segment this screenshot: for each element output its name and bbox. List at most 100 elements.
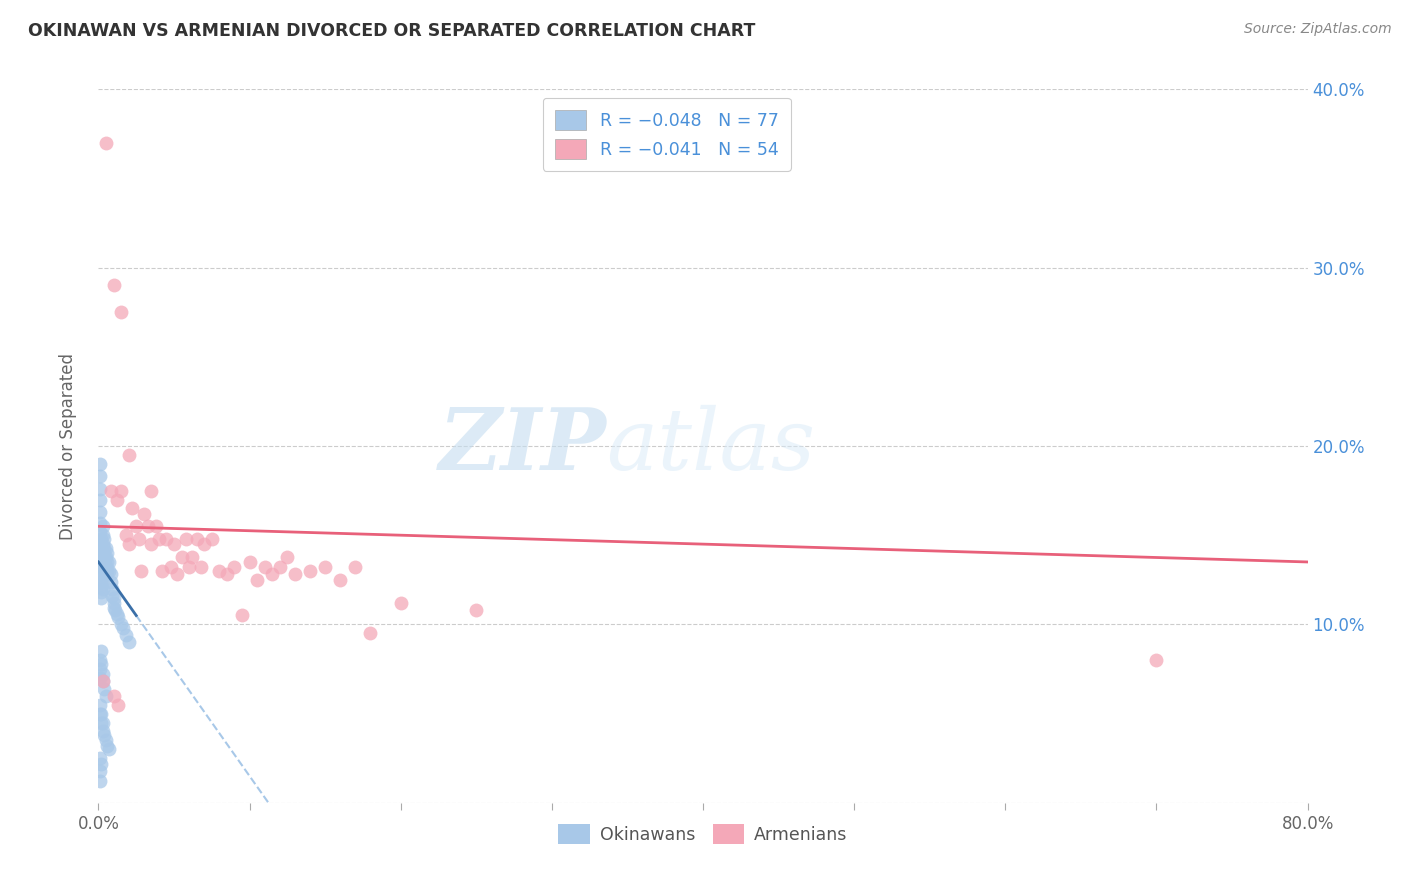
Point	[91, 564, 114, 578]
Point	[150, 564, 173, 578]
Point	[90, 532, 112, 546]
Point	[91, 537, 114, 551]
Point	[170, 549, 193, 564]
Point	[208, 564, 231, 578]
Point	[93, 555, 115, 569]
Point	[90, 706, 112, 721]
Point	[114, 628, 136, 642]
Point	[128, 532, 150, 546]
Point	[89, 698, 111, 712]
Point	[262, 567, 284, 582]
Point	[174, 532, 197, 546]
Point	[118, 537, 141, 551]
Point	[129, 564, 152, 578]
Point	[89, 524, 111, 539]
Point	[90, 541, 112, 555]
Point	[90, 548, 112, 562]
Point	[89, 671, 111, 685]
Point	[100, 574, 122, 589]
Point	[111, 621, 134, 635]
Point	[91, 715, 114, 730]
Point	[1144, 653, 1167, 667]
Point	[93, 532, 115, 546]
Point	[96, 555, 118, 569]
Point	[104, 603, 127, 617]
Point	[141, 483, 163, 498]
Point	[100, 567, 122, 582]
Point	[89, 533, 111, 548]
Point	[89, 662, 111, 676]
Point	[215, 567, 238, 582]
Point	[465, 603, 488, 617]
Point	[179, 560, 201, 574]
Point	[91, 546, 114, 560]
Point	[94, 558, 117, 573]
Point	[89, 774, 111, 789]
Point	[110, 617, 132, 632]
Point	[181, 549, 204, 564]
Point	[269, 560, 291, 574]
Point	[91, 582, 114, 596]
Point	[132, 507, 155, 521]
Point	[284, 567, 307, 582]
Point	[253, 560, 276, 574]
Point	[344, 560, 367, 574]
Point	[94, 567, 117, 582]
Point	[96, 546, 118, 560]
Point	[89, 505, 111, 519]
Point	[89, 653, 111, 667]
Point	[389, 596, 412, 610]
Point	[93, 564, 115, 578]
Point	[89, 764, 111, 778]
Point	[89, 706, 111, 721]
Point	[276, 549, 298, 564]
Point	[145, 519, 167, 533]
Point	[94, 136, 117, 150]
Point	[107, 698, 129, 712]
Point	[90, 715, 112, 730]
Point	[94, 541, 117, 555]
Point	[91, 528, 114, 542]
Point	[93, 681, 115, 696]
Point	[163, 537, 186, 551]
Point	[136, 519, 159, 533]
Point	[360, 626, 382, 640]
Point	[141, 537, 163, 551]
Point	[91, 667, 114, 681]
Point	[246, 573, 269, 587]
Text: Source: ZipAtlas.com: Source: ZipAtlas.com	[1244, 22, 1392, 37]
Point	[101, 589, 124, 603]
Point	[201, 532, 224, 546]
Point	[239, 555, 262, 569]
Point	[103, 278, 125, 293]
Point	[329, 573, 352, 587]
Text: OKINAWAN VS ARMENIAN DIVORCED OR SEPARATED CORRELATION CHART: OKINAWAN VS ARMENIAN DIVORCED OR SEPARAT…	[28, 22, 755, 40]
Point	[90, 558, 112, 573]
Y-axis label: Divorced or Separated: Divorced or Separated	[59, 352, 77, 540]
Point	[121, 501, 143, 516]
Point	[148, 532, 170, 546]
Point	[105, 607, 128, 621]
Point	[96, 739, 118, 753]
Point	[193, 537, 215, 551]
Point	[91, 674, 114, 689]
Point	[166, 567, 188, 582]
Point	[89, 482, 111, 496]
Point	[299, 564, 322, 578]
Point	[94, 733, 117, 747]
Point	[155, 532, 177, 546]
Point	[93, 541, 115, 555]
Point	[103, 689, 125, 703]
Point	[89, 516, 111, 530]
Point	[160, 560, 183, 574]
Point	[100, 483, 122, 498]
Point	[98, 742, 121, 756]
Point	[314, 560, 336, 574]
Point	[90, 553, 112, 567]
Point	[186, 532, 208, 546]
Point	[103, 596, 125, 610]
Point	[114, 528, 136, 542]
Point	[110, 305, 132, 319]
Point	[101, 582, 124, 596]
Point	[90, 591, 112, 605]
